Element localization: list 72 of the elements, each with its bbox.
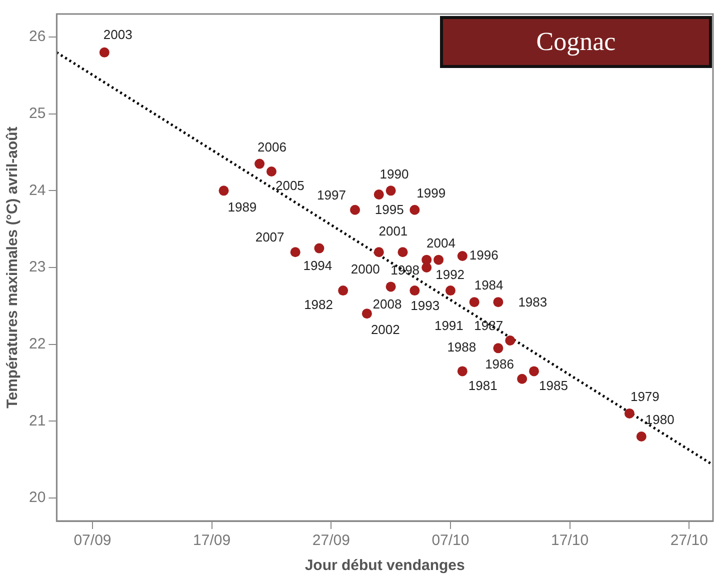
x-tick-label: 27/10 — [670, 532, 708, 550]
annotation: 2008 — [372, 296, 402, 312]
point — [434, 254, 444, 265]
annotation: 1982 — [304, 297, 333, 312]
point — [398, 247, 408, 258]
annotation: 2004 — [426, 235, 456, 250]
x-tick-label: 17/10 — [551, 532, 589, 550]
point — [290, 247, 300, 258]
annotation: 2000 — [350, 262, 380, 277]
point — [254, 158, 265, 169]
point — [386, 282, 396, 292]
annotation: 1983 — [518, 294, 548, 310]
annotation: 1992 — [436, 267, 465, 282]
point — [218, 186, 229, 196]
annotation: 1986 — [485, 356, 514, 372]
x-tick-label: 07/09 — [74, 532, 112, 550]
annotation: 1979 — [630, 389, 660, 404]
annotation: 1991 — [434, 318, 464, 334]
annotation: 2005 — [275, 178, 304, 194]
annotation: 1988 — [447, 340, 476, 355]
y-tick-label: 23 — [28, 258, 46, 276]
point — [624, 408, 634, 418]
annotation: 1996 — [469, 248, 498, 263]
annotation: 2006 — [258, 139, 286, 154]
annotation: 2003 — [103, 26, 132, 42]
point — [410, 286, 420, 296]
point — [505, 335, 516, 346]
point — [422, 262, 432, 272]
point — [636, 432, 646, 442]
annotation: 1989 — [228, 199, 257, 214]
y-tick-label: 25 — [28, 105, 46, 122]
point — [99, 47, 110, 58]
annotation: 1984 — [474, 278, 504, 293]
annotation: 1994 — [303, 258, 332, 273]
y-tick-label: 22 — [28, 335, 46, 352]
point — [469, 297, 480, 308]
x-tick-label: 07/10 — [432, 532, 470, 550]
y-tick-label: 26 — [28, 28, 46, 46]
annotation: 1981 — [468, 378, 498, 393]
y-tick-label: 24 — [28, 182, 46, 199]
point — [410, 204, 420, 215]
point — [517, 374, 528, 384]
annotation: 1997 — [317, 187, 346, 202]
annotation: 1985 — [539, 378, 568, 393]
point — [350, 204, 360, 215]
annotation: 2002 — [370, 322, 400, 338]
point — [529, 366, 540, 376]
point — [493, 297, 504, 308]
point — [362, 308, 372, 319]
annotation: 1999 — [416, 185, 446, 200]
point — [457, 250, 468, 261]
point — [338, 286, 348, 296]
x-tick-label: 27/09 — [312, 532, 350, 550]
point — [374, 247, 384, 258]
point — [266, 166, 276, 176]
x-axis-title: Jour début vendanges — [304, 557, 465, 574]
point — [493, 343, 504, 354]
annotation: 1980 — [645, 412, 674, 428]
annotation: 1995 — [374, 202, 404, 218]
annotation: 2001 — [378, 224, 408, 239]
point — [386, 186, 396, 196]
point — [314, 243, 324, 254]
point — [445, 286, 456, 296]
point — [374, 190, 384, 200]
annotation: 1990 — [380, 166, 409, 182]
x-tick-label: 17/09 — [193, 532, 231, 550]
point — [457, 366, 468, 376]
y-axis-title: Températures maximales (°C) avril-août — [4, 126, 22, 408]
y-tick-label: 21 — [28, 412, 46, 430]
y-tick-label: 20 — [28, 489, 46, 506]
annotation: 1993 — [410, 298, 440, 314]
annotation: 2007 — [255, 230, 284, 245]
